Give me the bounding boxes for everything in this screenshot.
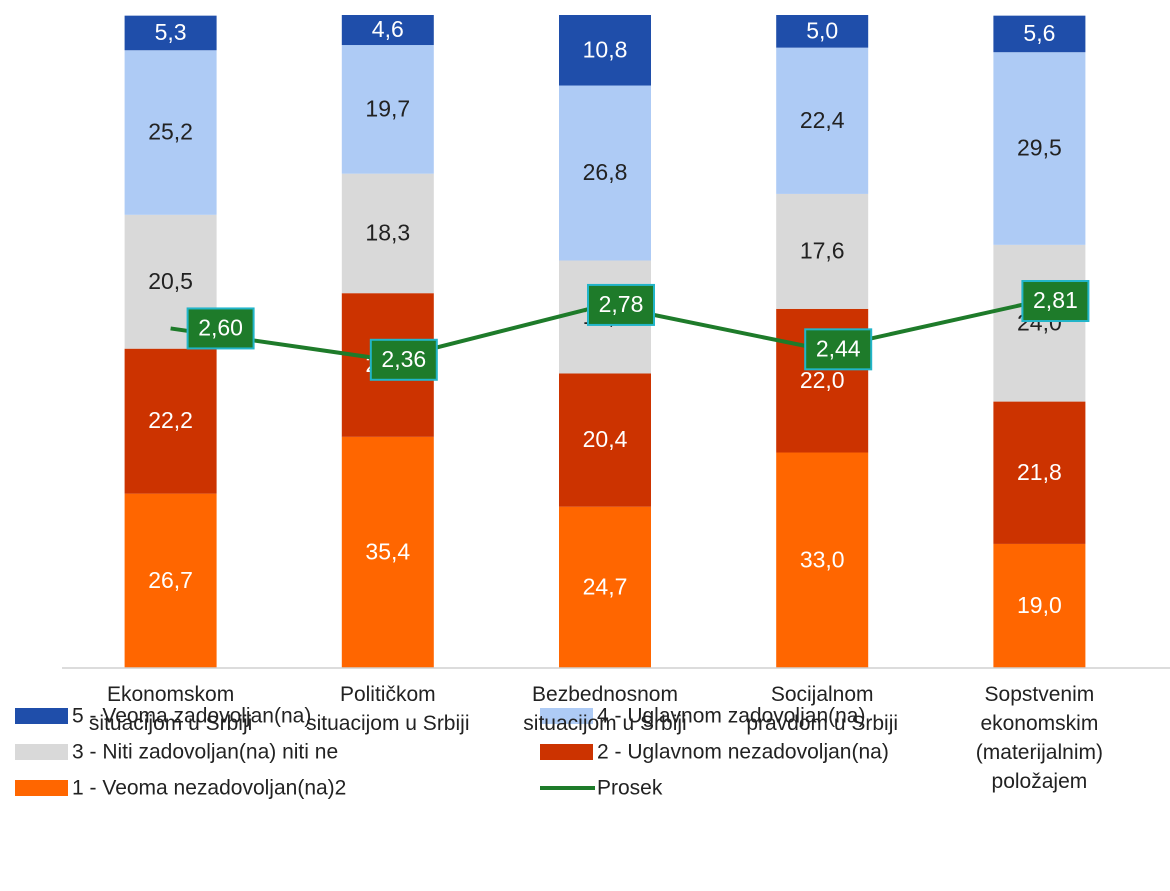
data-label: 26,7 (148, 567, 193, 593)
data-label: 17,6 (800, 237, 845, 263)
x-tick-label: Sopstvenim ekonomskim (materijalnim) pol… (975, 683, 1103, 793)
data-label: 5,0 (806, 17, 838, 43)
bar-segment (993, 244, 1086, 402)
bar-segment (341, 45, 434, 174)
legend-label: 5 - Veoma zadovoljan(na) (72, 705, 311, 728)
data-label: 19,7 (365, 95, 410, 121)
data-label-box (804, 328, 873, 371)
legend-swatch (15, 744, 68, 760)
data-label-box (369, 338, 438, 381)
data-label: 29,5 (1017, 135, 1062, 161)
legend-swatch (540, 708, 593, 724)
data-label: 35,4 (365, 538, 410, 564)
data-label: 22,0 (800, 367, 845, 393)
data-label: 24,7 (583, 573, 628, 599)
bar-segment (341, 436, 434, 668)
data-label: 5,3 (155, 19, 187, 45)
bar-segment (341, 15, 434, 46)
data-label: 26,8 (583, 159, 628, 185)
bar-segment (559, 373, 651, 507)
data-label: 20,5 (148, 268, 193, 294)
bar-segment (993, 52, 1086, 245)
data-label: 33,0 (800, 546, 845, 572)
data-label: 18,3 (365, 220, 410, 246)
data-label: 20,4 (583, 426, 628, 452)
legend-label: 3 - Niti zadovoljan(na) niti ne (72, 741, 338, 764)
data-label: 5,6 (1023, 20, 1055, 46)
bar-segment (124, 493, 217, 668)
data-label: 21,8 (1017, 459, 1062, 485)
bar-segment (559, 15, 651, 86)
bar-segment (993, 15, 1086, 53)
bar-segment (559, 85, 651, 261)
legend-label: Prosek (597, 777, 663, 800)
data-label-box (1021, 280, 1090, 323)
x-tick-label: Bezbednosnom situacijom u Srbiji (523, 683, 687, 735)
bar-segment (124, 348, 217, 494)
data-label: 2,36 (381, 346, 426, 372)
bar-segment (776, 452, 869, 668)
bar-segment (993, 401, 1086, 544)
data-label: 10,8 (583, 36, 628, 62)
bar-segment (124, 50, 217, 215)
legend-swatch (15, 708, 68, 724)
bar-segment (776, 15, 869, 48)
bar-segment (993, 543, 1086, 668)
x-tick-label: Socijalnom pravdom u Srbiji (746, 683, 899, 735)
data-label: 2,78 (599, 291, 644, 317)
data-label: 4,6 (372, 16, 404, 42)
bar-segment (776, 47, 869, 194)
data-label: 22,4 (800, 107, 845, 133)
bar-segment (124, 15, 217, 51)
x-tick-label: Političkom situacijom u Srbiji (306, 683, 470, 735)
data-label: 19,0 (1017, 592, 1062, 618)
data-label: 22,2 (148, 407, 193, 433)
bar-segment (341, 173, 434, 294)
data-label: 2,44 (816, 335, 861, 361)
legend-swatch (15, 780, 68, 796)
legend-label: 1 - Veoma nezadovoljan(na)2 (72, 777, 346, 800)
data-label: 25,2 (148, 119, 193, 145)
bar-segment (559, 506, 651, 668)
data-label: 2,60 (198, 315, 243, 341)
legend-label: 2 - Uglavnom nezadovoljan(na) (597, 741, 889, 764)
x-tick-label: Ekonomskom situacijom u Srbiji (88, 683, 253, 735)
bar-segment (776, 193, 869, 309)
data-label-box (587, 283, 655, 326)
legend-swatch (540, 744, 593, 760)
legend-label: 4 - Uglavnom zadovoljan(na) (597, 705, 865, 728)
data-label: 2,81 (1033, 287, 1078, 313)
data-label-box (186, 307, 255, 350)
